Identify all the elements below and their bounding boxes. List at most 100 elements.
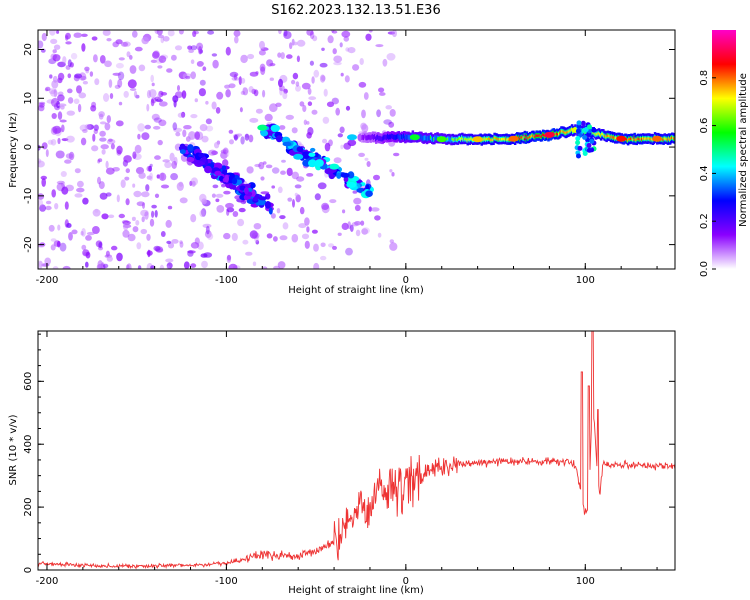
spectrogram-noise-cell	[293, 41, 298, 46]
spectrogram-tone-peak	[329, 163, 340, 170]
spectrogram-noise-cell	[236, 133, 243, 137]
spectrogram-noise-cell	[137, 265, 142, 269]
spectrogram-branch-cell	[346, 181, 357, 188]
spectrogram-noise-cell	[125, 168, 130, 174]
spectrogram-disturbance-cell	[575, 136, 581, 141]
spectrogram-noise-cell	[335, 107, 341, 116]
spectrogram-noise-cell	[225, 202, 234, 209]
spectrogram-noise-cell	[205, 225, 210, 235]
spectrogram-noise-cell	[190, 59, 195, 64]
spectrogram-noise-cell	[110, 143, 115, 150]
spectrogram-noise-cell	[339, 42, 343, 48]
spectrogram-noise-cell	[298, 223, 307, 229]
spectrogram-noise-cell	[189, 131, 194, 141]
spectrogram-noise-cell	[145, 184, 150, 192]
spectrogram-noise-cell	[365, 33, 372, 41]
spectrogram-noise-cell	[132, 151, 137, 159]
spectrogram-ytick-label: 10	[23, 92, 34, 105]
spectrogram-noise-cell	[178, 30, 184, 35]
spectrogram-noise-cell	[80, 75, 87, 81]
spectrogram-noise-cell	[262, 89, 266, 98]
spectrogram-noise-cell	[226, 207, 235, 213]
spectrogram-noise-cell	[238, 207, 246, 213]
spectrogram-noise-cell	[191, 180, 196, 187]
spectrogram-noise-cell	[167, 242, 175, 249]
spectrogram-noise-cell	[123, 155, 132, 163]
spectrogram-noise-cell	[118, 213, 126, 219]
spectrogram-noise-cell	[260, 66, 266, 75]
spectrogram-noise-cell	[116, 194, 120, 203]
spectrogram-noise-cell	[108, 214, 115, 219]
spectrogram-noise-cell	[255, 108, 263, 114]
spectrogram-noise-cell	[157, 139, 163, 146]
spectrogram-noise-cell	[259, 63, 266, 72]
spectrogram-noise-cell	[226, 254, 232, 261]
spectrogram-ytick-label: 20	[23, 43, 34, 56]
spectrogram-noise-cell	[264, 113, 273, 122]
spectrogram-noise-cell	[306, 173, 314, 177]
figure-title: S162.2023.132.13.51.E36	[271, 3, 440, 18]
spectrogram-noise-cell	[306, 226, 310, 233]
spectrogram-noise-cell	[102, 263, 109, 269]
spectrogram-noise-cell	[329, 199, 337, 204]
spectrogram-noise-cell	[189, 180, 193, 186]
spectrogram-disturbance-cell	[576, 120, 582, 126]
spectrogram-noise-cell	[157, 65, 163, 69]
spectrogram-noise-cell	[332, 245, 337, 250]
spectrogram-noise-cell	[105, 160, 109, 169]
spectrogram-noise-cell	[198, 46, 203, 55]
spectrogram-noise-cell	[266, 59, 274, 67]
spectrogram-noise-cell	[141, 216, 145, 223]
spectrogram-noise-cell	[368, 206, 372, 212]
spectrogram-noise-cell	[269, 103, 278, 113]
spectrogram-noise-cell	[146, 90, 152, 99]
spectrogram-noise-cell	[123, 90, 129, 98]
spectrogram-noise-cell	[52, 266, 59, 269]
spectrogram-noise-cell	[117, 71, 125, 81]
spectrogram-noise-cell	[360, 220, 365, 226]
spectrogram-branch-cell	[302, 151, 311, 159]
spectrogram-noise-cell	[266, 233, 273, 239]
spectrogram-noise-cell	[361, 228, 369, 235]
spectrogram-noise-cell	[177, 112, 186, 118]
spectrogram-ytick-label: -20	[23, 236, 34, 252]
spectrogram-noise-cell	[166, 265, 170, 269]
spectrogram-branch-cell	[252, 196, 258, 202]
spectrogram-noise-cell	[212, 59, 219, 69]
spectrogram-noise-cell	[291, 171, 299, 180]
spectrogram-noise-cell	[311, 76, 315, 84]
spectrogram-noise-cell	[82, 80, 88, 85]
spectrogram-noise-cell	[150, 74, 154, 83]
spectrogram-noise-cell	[307, 101, 313, 106]
spectrogram-xtick-label: -200	[36, 275, 59, 286]
spectrogram-noise-cell	[81, 33, 88, 37]
spectrogram-noise-cell	[104, 60, 112, 68]
spectrogram-disturbance-cell	[586, 147, 592, 153]
spectrogram-noise-cell	[142, 202, 145, 209]
colorbar: 0.0 0.2 0.4 0.6 0.8 Normalized spectral ampl…	[699, 30, 749, 277]
spectrogram-noise-cell	[194, 98, 198, 103]
spectrogram-branch-cell	[282, 141, 292, 147]
spectrogram-noise-cell	[171, 160, 177, 169]
spectrogram-noise-cell	[363, 92, 369, 100]
spectrogram-noise-cell	[66, 135, 75, 143]
spectrogram-noise-cell	[301, 233, 310, 240]
spectrogram-noise-cell	[282, 222, 289, 230]
spectrogram-noise-cell	[38, 160, 45, 168]
spectrogram-noise-cell	[321, 202, 330, 210]
spectrogram-noise-cell	[260, 176, 265, 181]
spectrogram-branch-cell	[250, 183, 256, 188]
spectrogram-tone-peak	[616, 135, 627, 142]
spectrogram-noise-cell	[197, 241, 204, 250]
spectrogram-noise-cell	[127, 233, 136, 242]
spectrogram-noise-cell	[57, 61, 66, 68]
spectrogram-noise-cell	[134, 144, 142, 154]
spectrogram-noise-cell	[352, 64, 360, 71]
spectrogram-branch-cell	[179, 149, 186, 155]
spectrogram-noise-cell	[199, 124, 208, 132]
spectrogram-noise-cell	[73, 98, 80, 105]
spectrogram-noise-cell	[283, 31, 292, 39]
spectrogram-noise-cell	[154, 155, 161, 160]
spectrogram-branch-cell	[187, 144, 194, 152]
